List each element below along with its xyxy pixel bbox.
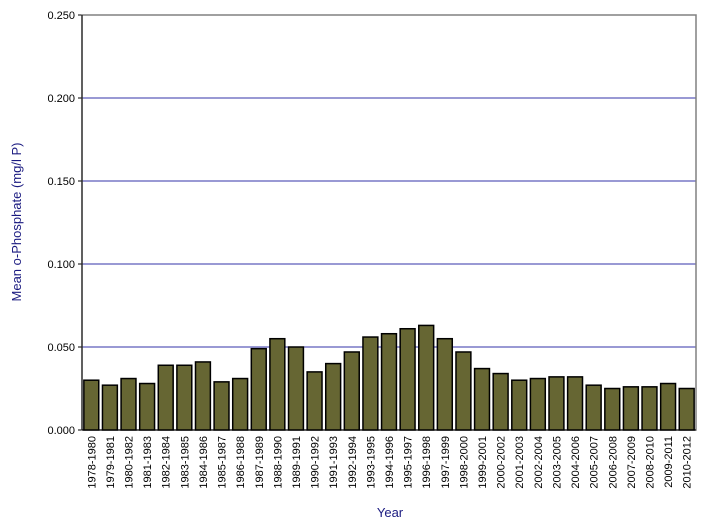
bar — [622, 386, 640, 431]
x-tick-label: 2000-2002 — [496, 436, 508, 489]
bar — [455, 351, 472, 431]
x-tick-label: 2007-2009 — [626, 436, 638, 489]
bar — [138, 382, 156, 431]
x-tick-label: 1991-1993 — [328, 436, 340, 489]
x-tick-label: 1982-1984 — [161, 436, 173, 489]
bar — [659, 382, 677, 431]
bar — [641, 386, 658, 431]
bar — [287, 346, 305, 431]
x-tick-label: 1993-1995 — [365, 436, 377, 489]
bar — [473, 367, 491, 431]
x-tick-label: 2001-2003 — [514, 436, 526, 489]
x-axis-title: Year — [377, 505, 404, 520]
bar — [436, 337, 454, 431]
x-tick-label: 2002-2004 — [533, 436, 545, 489]
bar — [548, 376, 565, 431]
x-tick-label: 2009-2011 — [663, 436, 675, 488]
y-tick-label: 0.150 — [47, 176, 75, 188]
bar — [492, 372, 509, 431]
x-tick-label: 2010-2012 — [682, 436, 694, 489]
bar — [213, 381, 230, 431]
x-tick-label: 1999-2001 — [477, 436, 489, 489]
y-tick-label: 0.100 — [47, 259, 75, 271]
bar — [566, 376, 584, 431]
bar — [157, 364, 174, 431]
bar — [529, 377, 547, 431]
bar — [362, 336, 379, 431]
bar — [399, 327, 416, 431]
bar — [343, 351, 360, 431]
y-axis-title: Mean o-Phosphate (mg/l P) — [9, 143, 24, 302]
x-tick-label: 1994-1996 — [384, 436, 396, 489]
x-tick-label: 1981-1983 — [142, 436, 154, 489]
x-tick-label: 2004-2006 — [570, 436, 582, 489]
bar — [120, 377, 137, 431]
bar — [324, 362, 342, 431]
x-tick-label: 2006-2008 — [607, 436, 619, 489]
bar — [678, 387, 695, 431]
x-tick-label: 1985-1987 — [217, 436, 229, 489]
x-tick-label: 1995-1997 — [403, 436, 415, 489]
bar — [269, 337, 286, 431]
x-tick-label: 1997-1999 — [440, 436, 452, 489]
y-tick-label: 0.050 — [47, 342, 75, 354]
x-tick-label: 1984-1986 — [198, 436, 210, 489]
x-tick-label: 1998-2000 — [458, 436, 470, 489]
bar — [83, 379, 100, 431]
bar — [380, 332, 398, 431]
bar — [306, 371, 323, 431]
x-tick-label: 1980-1982 — [124, 436, 136, 489]
x-tick-label: 2008-2010 — [644, 436, 656, 489]
x-tick-label: 1992-1994 — [347, 436, 359, 489]
bar — [604, 387, 621, 431]
x-tick-label: 2005-2007 — [589, 436, 601, 489]
x-tick-label: 1988-1990 — [272, 436, 284, 489]
y-tick-label: 0.200 — [47, 93, 75, 105]
bar — [194, 361, 212, 431]
x-tick-label: 1996-1998 — [421, 436, 433, 489]
bar — [511, 379, 528, 431]
bar — [101, 384, 119, 431]
x-tick-label: 1983-1985 — [179, 436, 191, 489]
x-tick-label: 1978-1980 — [86, 436, 98, 489]
bar — [250, 347, 267, 431]
bar — [418, 324, 435, 431]
y-tick-label: 0.000 — [47, 425, 75, 437]
bar — [585, 384, 602, 431]
x-tick-label: 1986-1988 — [235, 436, 247, 489]
bar — [231, 377, 249, 431]
bar — [176, 364, 193, 431]
x-tick-label: 1990-1992 — [310, 436, 322, 489]
y-tick-label: 0.250 — [47, 10, 75, 22]
x-tick-label: 1989-1991 — [291, 436, 303, 489]
x-tick-label: 1979-1981 — [105, 436, 117, 489]
x-tick-label: 2003-2005 — [551, 436, 563, 489]
x-tick-label: 1987-1989 — [254, 436, 266, 489]
